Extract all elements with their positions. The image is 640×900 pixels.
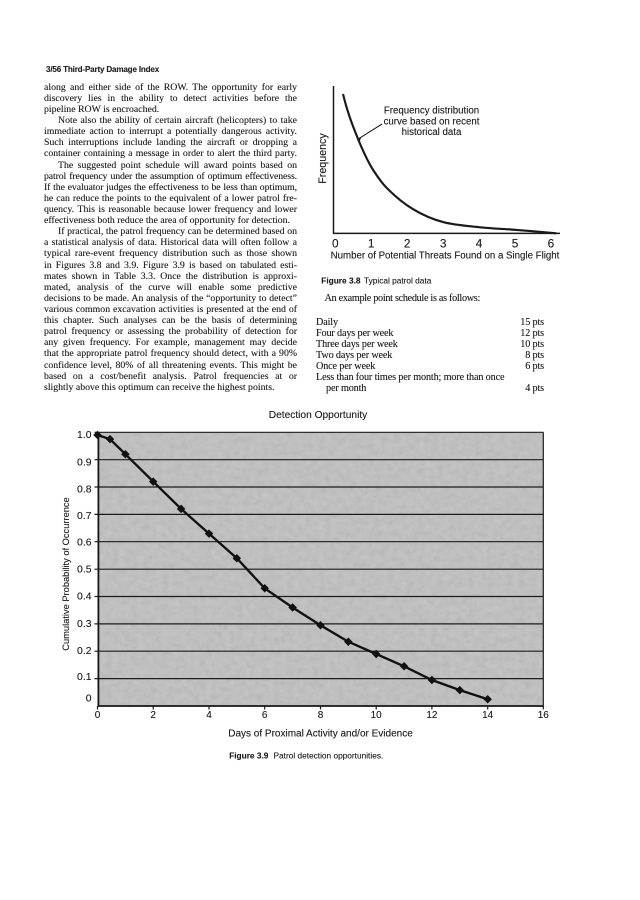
svg-text:12: 12 <box>426 710 438 721</box>
svg-text:14: 14 <box>482 710 494 721</box>
svg-text:0: 0 <box>86 693 92 704</box>
svg-text:0: 0 <box>95 710 101 721</box>
svg-text:8: 8 <box>318 710 324 721</box>
svg-text:2: 2 <box>150 710 156 721</box>
svg-text:Days of Proximal Activity and/: Days of Proximal Activity and/or Evidenc… <box>228 729 413 740</box>
svg-text:Detection Opportunity: Detection Opportunity <box>269 410 368 421</box>
svg-text:5: 5 <box>512 237 519 251</box>
svg-text:0.6: 0.6 <box>77 537 92 548</box>
svg-text:Patrol detection opportunities: Patrol detection opportunities. <box>274 750 384 760</box>
svg-text:Typical patrol data: Typical patrol data <box>364 275 432 285</box>
svg-text:Number of Potential Threats Fo: Number of Potential Threats Found on a S… <box>331 250 560 261</box>
svg-text:16: 16 <box>538 710 550 721</box>
svg-text:Figure 3.9: Figure 3.9 <box>229 750 269 760</box>
svg-text:0.3: 0.3 <box>77 619 92 630</box>
svg-text:curve based on recent: curve based on recent <box>384 117 480 128</box>
svg-text:6: 6 <box>548 237 555 251</box>
svg-text:1.0: 1.0 <box>77 430 92 441</box>
svg-text:Frequency: Frequency <box>317 133 329 184</box>
svg-text:0: 0 <box>332 237 339 251</box>
svg-text:0.9: 0.9 <box>77 458 92 469</box>
svg-text:1: 1 <box>368 237 375 251</box>
svg-text:0.2: 0.2 <box>77 646 92 657</box>
svg-text:10: 10 <box>371 710 383 721</box>
svg-text:4: 4 <box>206 710 212 721</box>
svg-text:Cumulative Probability of Occu: Cumulative Probability of Occurrence <box>61 497 71 650</box>
svg-text:0.8: 0.8 <box>77 484 92 495</box>
svg-text:0.7: 0.7 <box>77 511 92 522</box>
svg-text:2: 2 <box>404 237 411 251</box>
svg-text:historical data: historical data <box>402 127 462 138</box>
svg-text:0.1: 0.1 <box>77 672 92 683</box>
svg-text:4: 4 <box>476 237 483 251</box>
svg-text:0.4: 0.4 <box>77 592 92 603</box>
svg-text:Figure 3.8: Figure 3.8 <box>321 275 361 285</box>
svg-text:0.5: 0.5 <box>77 565 92 576</box>
svg-text:Frequency distribution: Frequency distribution <box>384 106 479 117</box>
svg-text:3: 3 <box>440 237 447 251</box>
svg-text:6: 6 <box>262 710 268 721</box>
